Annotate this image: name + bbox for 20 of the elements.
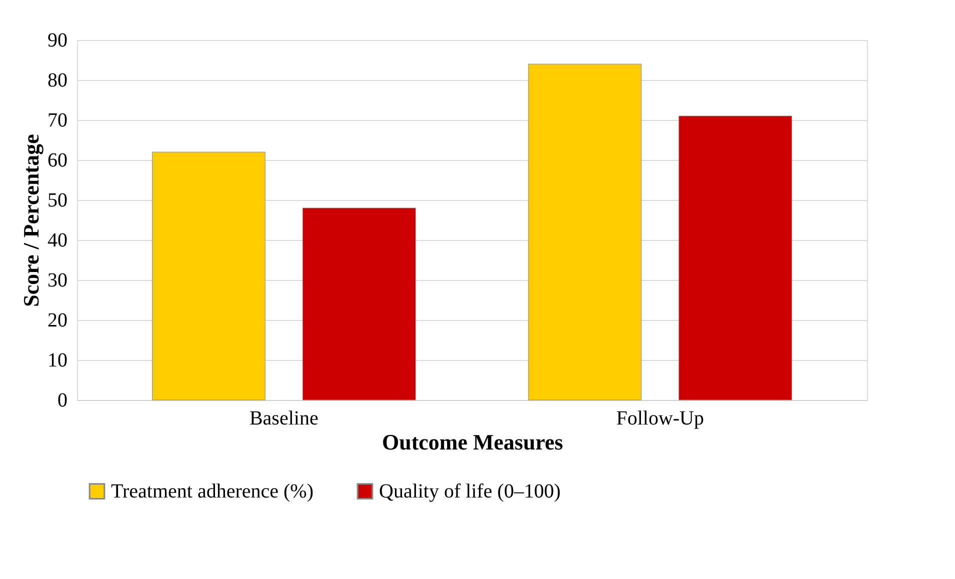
x-axis-title: Outcome Measures bbox=[382, 430, 564, 454]
y-tick-label: 10 bbox=[48, 350, 68, 372]
y-tick-label: 50 bbox=[48, 190, 68, 212]
x-tick-label: Baseline bbox=[249, 408, 318, 430]
y-tick-label: 70 bbox=[48, 110, 68, 132]
legend-label: Treatment adherence (%) bbox=[111, 480, 314, 502]
y-axis-title: Score / Percentage bbox=[18, 134, 44, 307]
bar bbox=[152, 152, 266, 400]
y-tick-label: 20 bbox=[48, 310, 68, 332]
legend-label: Quality of life (0–100) bbox=[379, 480, 561, 502]
bar bbox=[678, 116, 792, 400]
y-tick-label: 90 bbox=[48, 30, 68, 52]
y-tick-label: 60 bbox=[48, 150, 68, 172]
bar bbox=[528, 64, 642, 400]
x-tick-label: Follow-Up bbox=[616, 408, 704, 430]
bar bbox=[302, 208, 416, 400]
y-tick-label: 0 bbox=[58, 390, 68, 412]
y-tick-label: 80 bbox=[48, 70, 68, 92]
y-tick-label: 30 bbox=[48, 270, 68, 292]
y-tick-label: 40 bbox=[48, 230, 68, 252]
